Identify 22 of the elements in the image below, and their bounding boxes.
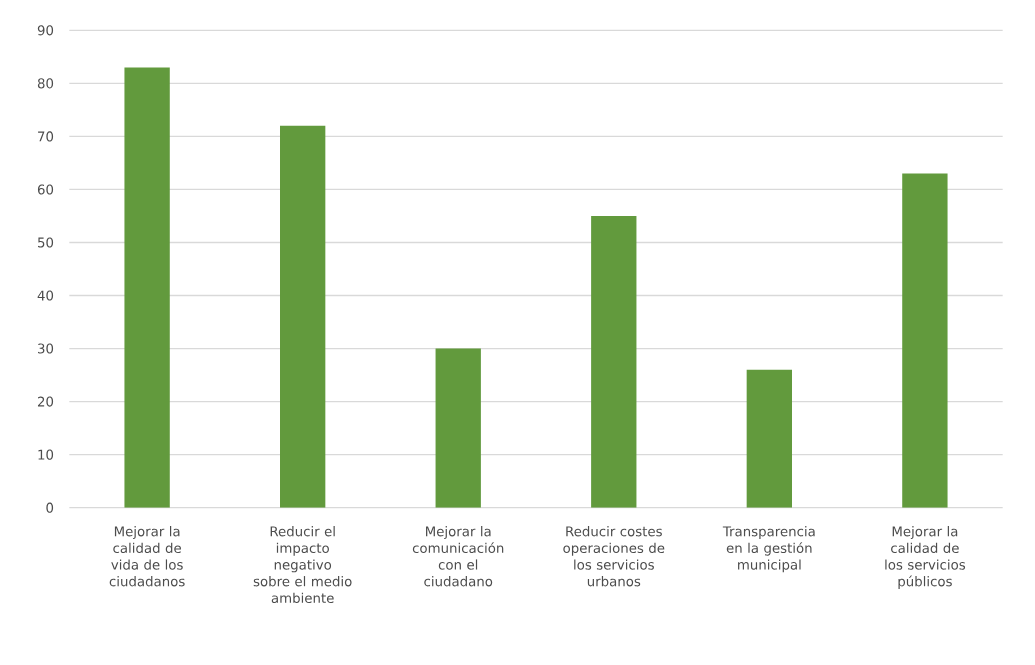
y-tick-label: 80	[37, 78, 54, 89]
x-tick-label: Mejorar la comunicación con el ciudadano	[412, 526, 504, 587]
bar	[124, 67, 170, 508]
y-tick-label: 20	[37, 396, 54, 407]
y-tick-label: 70	[38, 131, 54, 142]
x-tick-label: Mejorar la calidad de vida de los ciudadanos	[109, 526, 185, 587]
x-tick-label: Reducir el impacto negativo sobre el medio ambiente	[253, 526, 352, 604]
bar	[280, 125, 326, 508]
x-tick-label: Transparencia en la gestión municipal	[722, 526, 815, 573]
y-tick-label: 90	[37, 25, 54, 36]
y-tick-label: 30	[38, 343, 54, 354]
bar	[902, 173, 948, 508]
y-tick-label: 50	[38, 237, 54, 248]
x-tick-label: Reducir costes operaciones de los servicios urbanos	[563, 526, 665, 587]
y-tick-label: 60	[37, 184, 54, 195]
y-tick-label: 0	[46, 502, 54, 513]
y-tick-label: 10	[38, 449, 54, 460]
bar	[591, 215, 637, 508]
y-tick-label: 40	[37, 290, 54, 301]
bar	[746, 369, 792, 508]
bar	[435, 348, 481, 508]
x-tick-label: Mejorar la calidad de los servicios públicos	[885, 526, 966, 589]
